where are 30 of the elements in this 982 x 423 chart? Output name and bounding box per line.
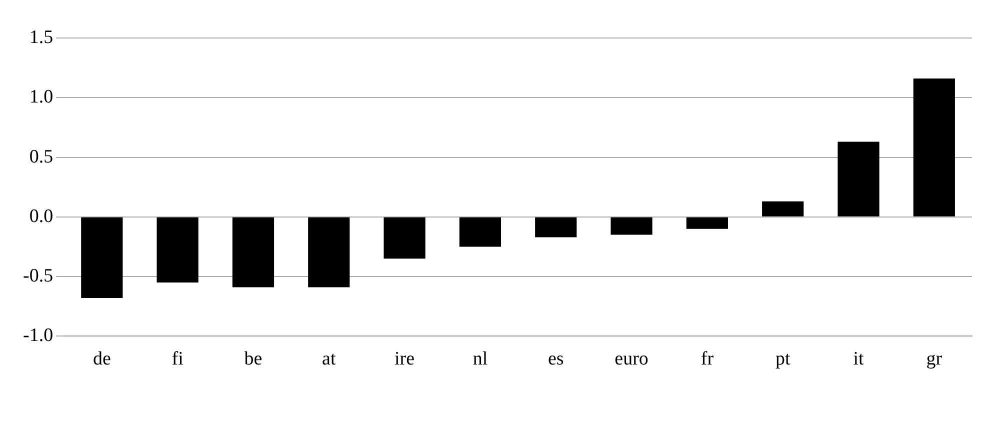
x-tick-label: pt xyxy=(775,348,791,370)
y-tick-label: -1.0 xyxy=(23,325,54,346)
bar xyxy=(610,217,652,235)
x-tick-label: gr xyxy=(926,348,943,370)
x-tick-label: fi xyxy=(172,348,184,370)
y-tick-label: 0.0 xyxy=(29,206,54,227)
x-tick-label: ire xyxy=(394,348,415,370)
x-tick-label: fr xyxy=(700,348,714,370)
x-tick-label: euro xyxy=(614,348,648,370)
bar xyxy=(838,142,880,216)
bar xyxy=(308,217,350,288)
bar xyxy=(686,217,728,229)
bar xyxy=(535,217,577,238)
y-tick-label: 1.5 xyxy=(29,26,54,48)
y-tick-label: -0.5 xyxy=(23,266,54,287)
x-tick-label: nl xyxy=(472,348,488,370)
x-tick-label: at xyxy=(322,348,336,370)
x-tick-label: de xyxy=(92,348,111,370)
x-tick-label: es xyxy=(548,348,564,370)
bar xyxy=(459,217,502,247)
x-tick-label: be xyxy=(244,348,262,370)
bar xyxy=(81,217,123,298)
bar xyxy=(384,217,426,259)
bar xyxy=(913,78,955,216)
x-tick-label: it xyxy=(853,348,865,370)
bar xyxy=(232,217,274,288)
bar xyxy=(762,201,804,216)
y-tick-label: 0.5 xyxy=(29,146,54,168)
y-tick-label: 1.0 xyxy=(29,86,54,108)
bar xyxy=(156,217,198,283)
